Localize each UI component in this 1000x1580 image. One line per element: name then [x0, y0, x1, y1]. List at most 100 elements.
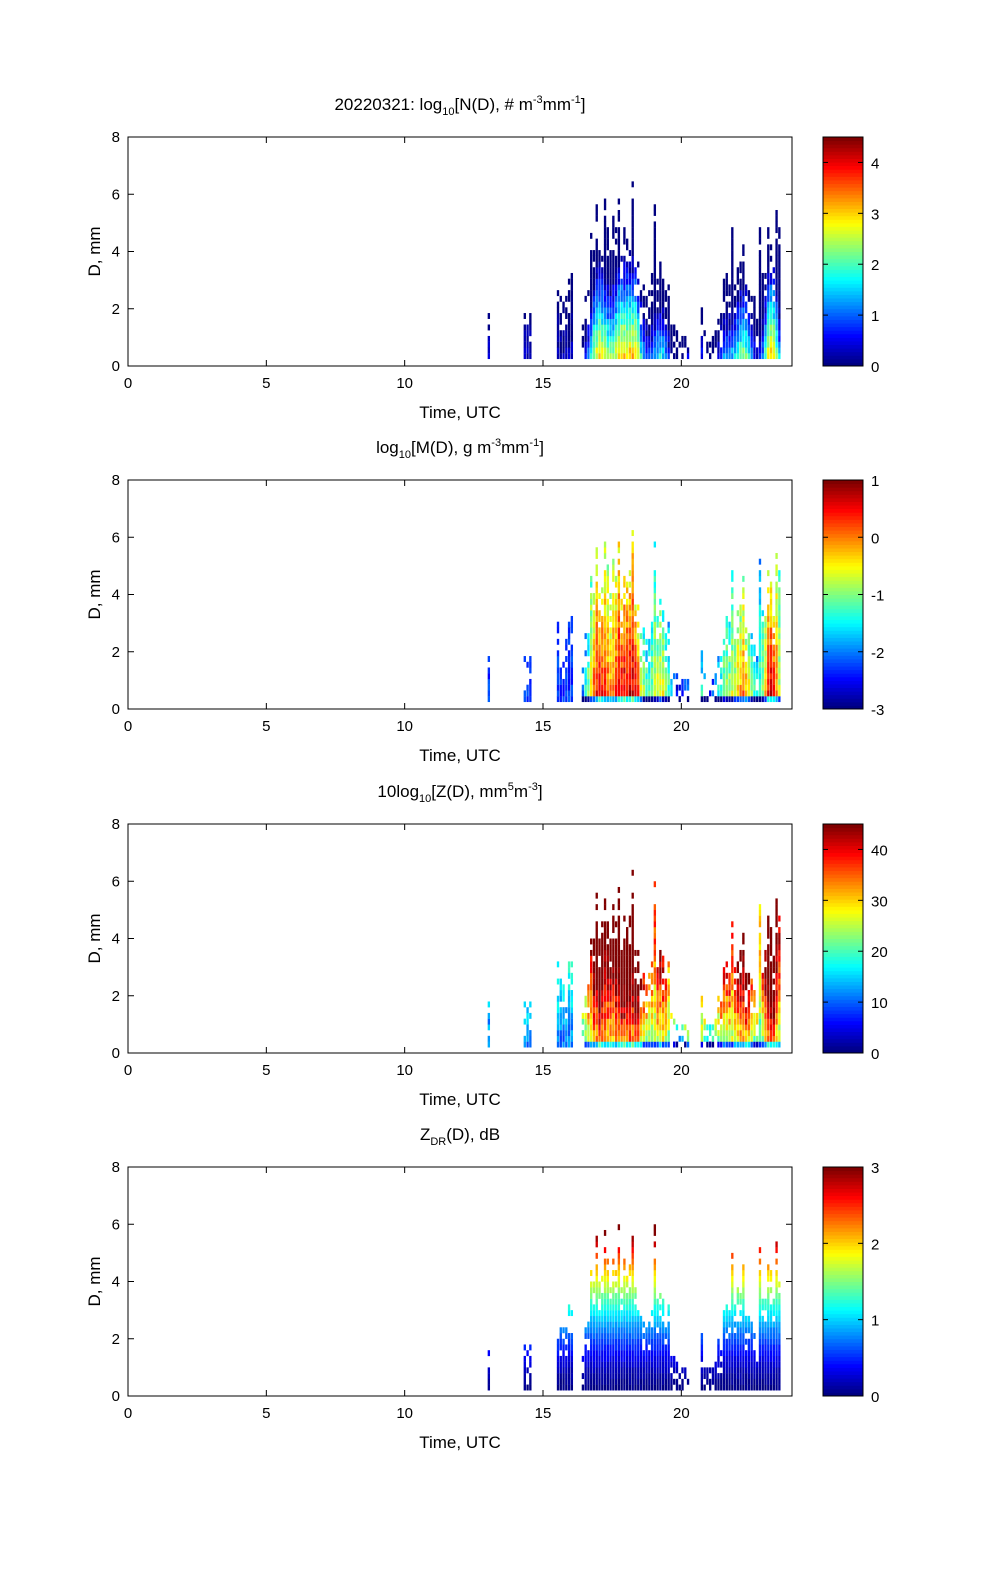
heatmap-cell [661, 1338, 665, 1345]
heatmap-cell [570, 1024, 574, 1031]
heatmap-cell [778, 1310, 781, 1317]
heatmap-cell [556, 1350, 560, 1357]
colorbar-tick-label: 0 [871, 1046, 879, 1063]
heatmap-cell [742, 278, 745, 285]
heatmap-cell [656, 318, 659, 325]
heatmap-cell [767, 633, 770, 640]
heatmap-cell [623, 1024, 626, 1031]
heatmap-cell [614, 1030, 618, 1037]
heatmap-cell [623, 610, 626, 617]
heatmap-cell [617, 581, 621, 588]
heatmap-cell [567, 1384, 571, 1391]
heatmap-cell [623, 684, 626, 691]
colorbar: -3-2-101 [822, 473, 884, 719]
heatmap-cell [653, 927, 657, 933]
heatmap-cell [733, 335, 737, 342]
heatmap-cell [614, 330, 618, 337]
heatmap-cell [775, 673, 778, 680]
heatmap-cell [562, 1361, 565, 1368]
heatmap-cell [703, 673, 706, 680]
heatmap-cell [598, 1007, 601, 1014]
heatmap-cell [639, 1355, 643, 1362]
heatmap-cell [614, 272, 618, 279]
colorbar-step [823, 501, 863, 506]
heatmap-cell [598, 267, 601, 274]
heatmap-cell [617, 330, 621, 337]
heatmap-cell [598, 1024, 601, 1031]
heatmap-cell [769, 1012, 773, 1019]
heatmap-cell [590, 690, 593, 697]
heatmap-cell [758, 598, 762, 605]
heatmap-cell [645, 1327, 648, 1334]
heatmap-cell [609, 261, 612, 268]
heatmap-cell [725, 1035, 728, 1042]
heatmap-cell [595, 1270, 598, 1276]
heatmap-cell [769, 1327, 773, 1334]
heatmap-cell [598, 656, 601, 662]
colorbar-step [823, 1360, 863, 1365]
heatmap-cell [720, 1035, 723, 1042]
heatmap-cell [587, 1018, 590, 1025]
heatmap-cell [556, 1024, 560, 1031]
heatmap-cell [758, 1327, 762, 1334]
heatmap-cell [584, 1344, 587, 1351]
heatmap-cell [603, 347, 607, 354]
heatmap-cell [778, 250, 781, 256]
colorbar-step [823, 1217, 863, 1222]
colorbar-step [823, 222, 863, 227]
heatmap-cell [628, 984, 632, 991]
heatmap-cell [764, 1035, 767, 1042]
colorbar-step [823, 151, 863, 156]
heatmap-cell [769, 278, 773, 285]
heatmap-cell [590, 1287, 593, 1294]
heatmap-cell [772, 267, 775, 274]
heatmap-cell [750, 984, 753, 991]
heatmap-cell [661, 633, 665, 640]
heatmap-cell [775, 909, 778, 916]
heatmap-cell [628, 921, 632, 928]
heatmap-cell [617, 1350, 621, 1357]
heatmap-cell [653, 204, 657, 211]
heatmap-cell [653, 1287, 657, 1294]
heatmap-cell [769, 610, 773, 617]
heatmap-cell [659, 1338, 662, 1345]
heatmap-cell [731, 961, 734, 968]
heatmap-cell [736, 1338, 740, 1345]
heatmap-cell [769, 938, 773, 945]
heatmap-cell [617, 1298, 621, 1305]
heatmap-cell [570, 295, 574, 302]
heatmap-cell [601, 995, 604, 1002]
heatmap-cell [756, 347, 759, 354]
heatmap-cell [590, 1321, 593, 1328]
heatmap-cell [601, 690, 604, 697]
heatmap-cell [731, 1024, 734, 1031]
heatmap-cell [684, 341, 687, 348]
heatmap-cell [595, 995, 598, 1002]
heatmap-cell [590, 1338, 593, 1345]
heatmap-cell [603, 238, 607, 245]
heatmap-cell [706, 1378, 709, 1385]
heatmap-cell [639, 1367, 643, 1374]
heatmap-cell [603, 690, 607, 697]
heatmap-cell [778, 318, 781, 325]
heatmap-cell [750, 661, 753, 668]
heatmap-cell [728, 621, 731, 628]
heatmap-cell [645, 656, 648, 662]
heatmap-cell [584, 1024, 587, 1031]
heatmap-cell [739, 1355, 742, 1362]
heatmap-cell [722, 1338, 726, 1345]
heatmap-cell [761, 278, 764, 285]
heatmap-cell [603, 1304, 607, 1311]
heatmap-cell [725, 961, 728, 968]
heatmap-cell [653, 587, 657, 594]
heatmap-cell [603, 284, 607, 291]
heatmap-cell [609, 1298, 612, 1305]
heatmap-cell [612, 347, 615, 354]
heatmap-cell [758, 324, 762, 331]
heatmap-cell [714, 1367, 717, 1374]
heatmap-cell [609, 1373, 612, 1380]
heatmap-cell [639, 341, 643, 348]
heatmap-cell [769, 684, 773, 691]
heatmap-cell [739, 284, 742, 291]
